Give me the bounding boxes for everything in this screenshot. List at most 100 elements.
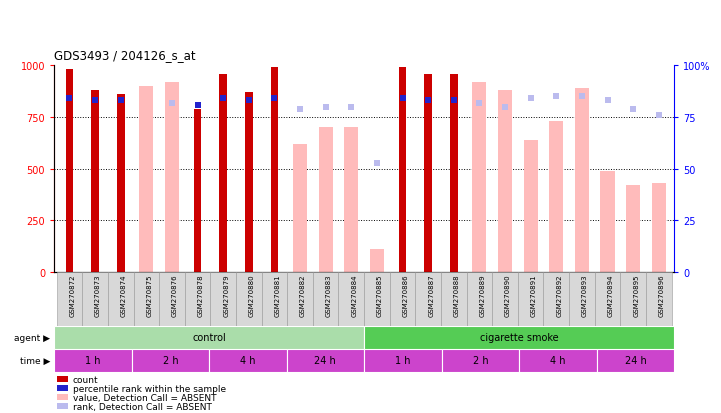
Point (89, 98, 101, 104)
Text: 24 h: 24 h (314, 355, 336, 366)
Text: GSM270879: GSM270879 (224, 274, 229, 317)
Bar (57, 404, 68, 409)
Bar (82, 273, 108, 326)
Bar (117, 95, 125, 273)
Text: GSM270884: GSM270884 (351, 274, 358, 317)
Bar (139, 87, 154, 273)
Text: 24 h: 24 h (624, 355, 646, 366)
Text: GSM270892: GSM270892 (557, 274, 562, 317)
Bar (185, 273, 211, 326)
Bar (270, 68, 278, 273)
Bar (399, 68, 407, 273)
Bar (523, 140, 538, 273)
Text: rank, Detection Call = ABSENT: rank, Detection Call = ABSENT (73, 402, 211, 411)
Bar (646, 273, 671, 326)
Bar (66, 70, 74, 273)
Point (423, 98, 434, 104)
Bar (108, 273, 133, 326)
Bar (286, 349, 364, 372)
Bar (194, 109, 201, 273)
Bar (466, 273, 492, 326)
Bar (519, 349, 597, 372)
Point (63, 96, 75, 102)
Text: count: count (73, 375, 98, 384)
Bar (595, 273, 620, 326)
Text: percentile rank within the sample: percentile rank within the sample (73, 384, 226, 393)
Bar (390, 273, 415, 326)
Bar (596, 349, 674, 372)
Point (243, 98, 255, 104)
Bar (652, 184, 665, 273)
Point (166, 100, 177, 107)
Text: value, Detection Call = ABSENT: value, Detection Call = ABSENT (73, 393, 216, 402)
Bar (518, 273, 544, 326)
Bar (57, 394, 68, 400)
Point (192, 102, 203, 109)
Bar (441, 273, 466, 326)
Point (294, 106, 306, 113)
Point (448, 98, 459, 104)
Text: GSM270873: GSM270873 (95, 274, 101, 317)
Bar (450, 74, 458, 273)
Bar (159, 273, 185, 326)
Text: 2 h: 2 h (162, 355, 178, 366)
Text: cigarette smoke: cigarette smoke (479, 332, 559, 343)
Text: GSM270881: GSM270881 (275, 274, 280, 317)
Bar (364, 349, 441, 372)
Text: GSM270888: GSM270888 (454, 274, 460, 317)
Bar (492, 273, 518, 326)
Point (499, 104, 510, 111)
Point (602, 98, 614, 104)
Bar (319, 128, 332, 273)
Bar (293, 145, 307, 273)
Bar (245, 93, 252, 273)
Text: agent ▶: agent ▶ (14, 333, 50, 342)
Point (371, 160, 383, 166)
Bar (91, 91, 99, 273)
Bar (211, 273, 236, 326)
Point (474, 100, 485, 107)
Bar (569, 273, 595, 326)
Point (576, 94, 588, 100)
Bar (370, 250, 384, 273)
Bar (601, 171, 614, 273)
Text: GSM270874: GSM270874 (120, 274, 127, 317)
Bar (131, 349, 209, 372)
Bar (236, 273, 262, 326)
Bar (57, 273, 82, 326)
Bar (549, 122, 563, 273)
Bar (287, 273, 313, 326)
Text: GSM270886: GSM270886 (402, 274, 409, 317)
Bar (54, 349, 131, 372)
Text: GSM270882: GSM270882 (300, 274, 306, 317)
Bar (133, 273, 159, 326)
Bar (57, 376, 68, 382)
Text: GSM270887: GSM270887 (428, 274, 434, 317)
Text: GSM270876: GSM270876 (172, 274, 178, 317)
Bar (415, 273, 441, 326)
Bar (364, 273, 390, 326)
Bar (472, 83, 487, 273)
Text: 1 h: 1 h (395, 355, 410, 366)
Bar (344, 128, 358, 273)
Text: 1 h: 1 h (85, 355, 100, 366)
Text: GSM270890: GSM270890 (505, 274, 511, 317)
Bar (313, 273, 338, 326)
Bar (544, 273, 569, 326)
Text: 4 h: 4 h (550, 355, 565, 366)
Point (653, 112, 665, 119)
Bar (165, 83, 179, 273)
Text: control: control (193, 332, 226, 343)
Text: GSM270893: GSM270893 (582, 274, 588, 317)
Bar (620, 273, 646, 326)
Text: GSM270895: GSM270895 (633, 274, 639, 317)
Bar (338, 273, 364, 326)
Text: GSM270894: GSM270894 (608, 274, 614, 317)
Bar (262, 273, 287, 326)
Text: 4 h: 4 h (240, 355, 255, 366)
Text: 2 h: 2 h (472, 355, 488, 366)
Text: GSM270891: GSM270891 (531, 274, 536, 317)
Bar (575, 89, 589, 273)
Point (345, 104, 357, 111)
Point (551, 94, 562, 100)
